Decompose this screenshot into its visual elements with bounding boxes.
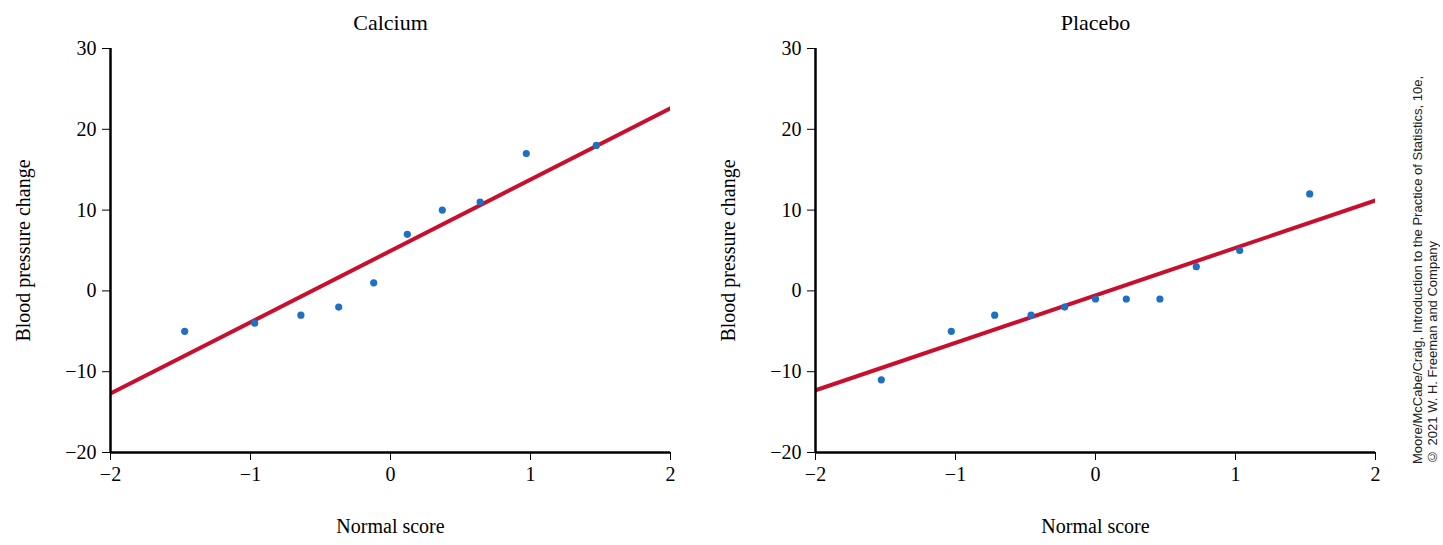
svg-text:Placebo: Placebo [1061,10,1131,35]
svg-text:0: 0 [386,463,396,485]
svg-text:0: 0 [792,279,802,301]
svg-text:Normal score: Normal score [1041,515,1149,537]
svg-text:Blood pressure change: Blood pressure change [12,159,35,341]
svg-text:−1: −1 [240,463,261,485]
svg-text:Blood pressure change: Blood pressure change [717,159,740,341]
svg-text:Calcium: Calcium [353,10,428,35]
html-text:Moore/McCabe/Craig, Introducti: Moore/McCabe/Craig, Introduction to the … [1410,75,1425,464]
svg-text:Normal score: Normal score [336,515,444,537]
svg-text:2: 2 [1371,463,1381,485]
svg-text:−10: −10 [65,360,96,382]
svg-text:−2: −2 [100,463,121,485]
svg-text:30: 30 [782,37,802,59]
svg-text:30: 30 [77,37,97,59]
svg-text:−10: −10 [770,360,801,382]
svg-text:20: 20 [77,118,97,140]
html-text:© 2021 W. H. Freeman and Compa: © 2021 W. H. Freeman and Company [1425,240,1440,464]
svg-text:10: 10 [77,199,97,221]
svg-text:1: 1 [526,463,536,485]
svg-text:1: 1 [1231,463,1241,485]
svg-text:10: 10 [782,199,802,221]
svg-text:−20: −20 [65,441,96,463]
svg-text:−2: −2 [805,463,826,485]
svg-text:0: 0 [87,279,97,301]
svg-text:2: 2 [666,463,676,485]
svg-text:20: 20 [782,118,802,140]
svg-text:−20: −20 [770,441,801,463]
svg-text:0: 0 [1091,463,1101,485]
svg-text:−1: −1 [945,463,966,485]
